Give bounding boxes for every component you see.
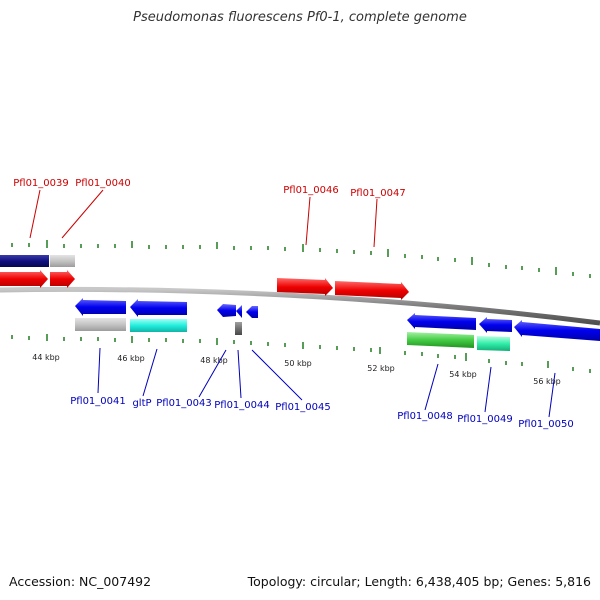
leader-line <box>251 349 303 401</box>
map-title: Pseudomonas fluorescens Pf0-1, complete … <box>133 10 467 25</box>
gene-label[interactable]: gltP <box>132 398 151 409</box>
gene-cog-bar[interactable] <box>50 255 75 267</box>
kbp-label: 50 kbp <box>284 359 312 368</box>
tick-row-upper <box>11 240 591 278</box>
kbp-label: 54 kbp <box>449 370 477 379</box>
gene-label[interactable]: Pfl01_0047 <box>350 188 406 199</box>
kbp-label: 52 kbp <box>367 364 395 373</box>
leader-line <box>198 349 227 398</box>
leader-line <box>424 363 439 411</box>
gene-cog-bar[interactable] <box>75 318 126 331</box>
gene-cog-bar[interactable] <box>477 336 510 351</box>
tick-row-lower <box>11 334 591 373</box>
gene-cog-bar[interactable] <box>130 319 187 332</box>
accession-label: Accession: NC_007492 <box>9 574 152 589</box>
leader-line <box>61 189 104 239</box>
gene-label[interactable]: Pfl01_0043 <box>156 398 212 409</box>
gene-label[interactable]: Pfl01_0045 <box>275 402 331 413</box>
gene-label[interactable]: Pfl01_0041 <box>70 396 126 407</box>
kbp-label: 56 kbp <box>533 377 561 386</box>
genome-backbone <box>0 286 600 326</box>
gene-arrow-reverse[interactable] <box>407 313 476 330</box>
gene-arrow-forward[interactable] <box>0 270 48 288</box>
gene-arrow-reverse[interactable] <box>75 298 126 316</box>
leader-line <box>548 372 556 418</box>
gene-arrow-forward[interactable] <box>50 270 75 288</box>
gene-arrow-reverse[interactable] <box>236 305 242 318</box>
gene-label[interactable]: Pfl01_0040 <box>75 178 131 189</box>
kbp-label: 46 kbp <box>117 354 145 363</box>
gene-label[interactable]: Pfl01_0049 <box>457 414 513 425</box>
leader-line <box>484 366 492 413</box>
leader-line <box>373 198 378 248</box>
gene-arrow-reverse[interactable] <box>514 320 600 341</box>
gene-cog-bar[interactable] <box>407 332 474 348</box>
gene-arrow-forward[interactable] <box>335 281 409 300</box>
leader-line <box>305 196 311 246</box>
gene-arrow-reverse[interactable] <box>217 304 236 317</box>
gene-arrow-reverse[interactable] <box>479 317 512 333</box>
leader-line <box>29 189 41 239</box>
gene-arrow-forward[interactable] <box>277 278 333 296</box>
kbp-label: 48 kbp <box>200 356 228 365</box>
gene-label[interactable]: Pfl01_0046 <box>283 185 339 196</box>
gene-label[interactable]: Pfl01_0050 <box>518 419 574 430</box>
gene-label[interactable]: Pfl01_0039 <box>13 178 69 189</box>
leader-line <box>237 349 242 399</box>
gene-label[interactable]: Pfl01_0048 <box>397 411 453 422</box>
gene-label[interactable]: Pfl01_0044 <box>214 400 270 411</box>
gene-arrow-reverse[interactable] <box>246 306 258 318</box>
topology-label: Topology: circular; Length: 6,438,405 bp… <box>247 574 591 589</box>
leader-line <box>97 347 101 394</box>
gene-cog-bar[interactable] <box>235 322 242 335</box>
kbp-label: 44 kbp <box>32 353 60 362</box>
gene-cog-bar[interactable] <box>0 255 49 267</box>
leader-line <box>142 348 158 397</box>
gene-arrow-reverse[interactable] <box>130 299 187 317</box>
